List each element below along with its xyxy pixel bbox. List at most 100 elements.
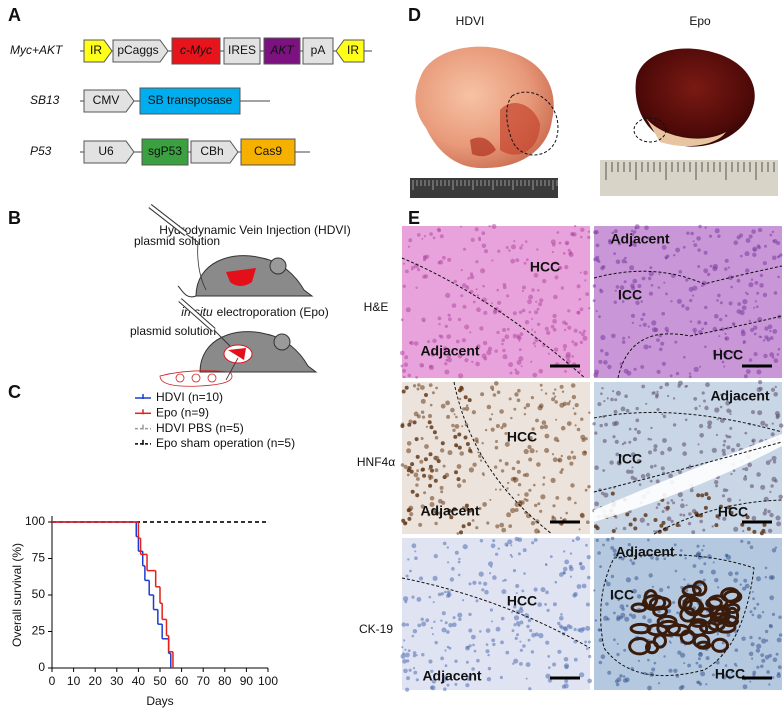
cell-nucleus — [402, 659, 407, 664]
cell-nucleus — [405, 269, 409, 274]
cell-nucleus — [711, 525, 714, 528]
cell-nucleus — [413, 411, 419, 417]
cell-nucleus — [584, 279, 587, 282]
cell-nucleus — [646, 522, 650, 526]
cell-nucleus — [692, 564, 697, 568]
cell-nucleus — [556, 231, 560, 234]
cell-nucleus — [524, 320, 530, 325]
cell-nucleus — [622, 678, 628, 683]
cell-nucleus — [696, 680, 700, 684]
cell-nucleus — [576, 310, 581, 315]
cell-nucleus — [565, 351, 571, 358]
cell-nucleus — [742, 684, 748, 690]
cell-nucleus — [550, 477, 556, 483]
cell-nucleus — [752, 597, 755, 601]
cell-nucleus — [510, 477, 516, 482]
cell-nucleus — [427, 413, 433, 419]
cell-nucleus — [440, 490, 444, 494]
cell-nucleus — [570, 483, 575, 488]
element — [171, 37, 221, 65]
cell-nucleus — [559, 516, 563, 520]
cell-nucleus — [567, 325, 572, 330]
cell-nucleus — [499, 409, 504, 414]
cell-nucleus — [730, 285, 733, 289]
cell-nucleus — [676, 611, 680, 615]
cell-nucleus — [446, 546, 449, 549]
cell-nucleus — [448, 623, 453, 628]
cell-nucleus — [762, 339, 766, 342]
cell-nucleus — [774, 546, 778, 549]
cell-nucleus — [451, 567, 455, 571]
cell-nucleus — [476, 307, 481, 313]
cell-nucleus — [518, 310, 523, 314]
cell-nucleus — [735, 349, 738, 352]
stained-nucleus — [456, 477, 461, 482]
cell-nucleus — [572, 407, 575, 410]
legend-label: HDVI (n=10) — [156, 390, 223, 404]
cell-nucleus — [647, 538, 650, 542]
cell-nucleus — [402, 284, 406, 288]
cell-nucleus — [715, 433, 718, 437]
cell-nucleus — [727, 497, 732, 503]
cell-nucleus — [491, 302, 493, 305]
cell-nucleus — [684, 418, 688, 422]
cell-nucleus — [471, 519, 475, 522]
cell-nucleus — [679, 513, 683, 517]
cell-nucleus — [685, 306, 690, 311]
cell-nucleus — [491, 638, 496, 643]
cell-nucleus — [666, 254, 670, 258]
cell-nucleus — [536, 248, 539, 251]
cell-nucleus — [744, 291, 747, 294]
cell-nucleus — [651, 667, 656, 672]
cell-nucleus — [502, 354, 508, 360]
stained-nucleus — [452, 507, 457, 512]
cell-nucleus — [531, 318, 534, 320]
cell-nucleus — [400, 653, 406, 659]
cell-nucleus — [707, 424, 712, 429]
cell-nucleus — [705, 656, 710, 661]
cell-nucleus — [521, 285, 526, 290]
cell-nucleus — [464, 358, 469, 363]
cell-nucleus — [486, 349, 492, 356]
cell-nucleus — [648, 450, 652, 455]
cell-nucleus — [726, 632, 731, 637]
cell-nucleus — [734, 571, 739, 576]
stained-nucleus — [409, 469, 414, 474]
cell-nucleus — [606, 537, 610, 542]
cell-nucleus — [764, 629, 769, 634]
cell-nucleus — [548, 666, 551, 669]
cell-nucleus — [556, 439, 560, 443]
cell-nucleus — [512, 569, 517, 573]
x-tick-label: 50 — [153, 674, 167, 688]
cell-nucleus — [655, 557, 659, 561]
cell-nucleus — [723, 351, 728, 356]
cell-nucleus — [432, 601, 435, 604]
cell-nucleus — [479, 326, 484, 331]
cell-nucleus — [636, 459, 642, 464]
cell-nucleus — [519, 662, 523, 666]
method-title: Hydrodynamic Vein Injection (HDVI) — [159, 223, 350, 237]
cell-nucleus — [601, 387, 604, 390]
cell-nucleus — [438, 322, 441, 326]
cell-nucleus — [730, 670, 734, 674]
cell-nucleus — [529, 448, 535, 454]
x-tick-label: 10 — [67, 674, 81, 688]
cell-nucleus — [611, 231, 615, 235]
cell-nucleus — [587, 230, 591, 233]
cell-nucleus — [407, 373, 412, 378]
panel-label: C — [8, 382, 21, 402]
cell-nucleus — [657, 609, 661, 614]
stained-nucleus — [467, 522, 472, 527]
cell-nucleus — [740, 254, 743, 258]
cell-nucleus — [496, 390, 501, 395]
needle — [185, 233, 199, 243]
cell-nucleus — [543, 424, 548, 429]
cell-nucleus — [672, 423, 677, 427]
cell-nucleus — [419, 459, 424, 464]
region-label: Adjacent — [615, 544, 674, 560]
cell-nucleus — [579, 307, 584, 312]
cell-nucleus — [702, 544, 705, 547]
cell-nucleus — [481, 243, 487, 249]
cell-nucleus — [565, 242, 569, 246]
cell-nucleus — [446, 354, 452, 359]
